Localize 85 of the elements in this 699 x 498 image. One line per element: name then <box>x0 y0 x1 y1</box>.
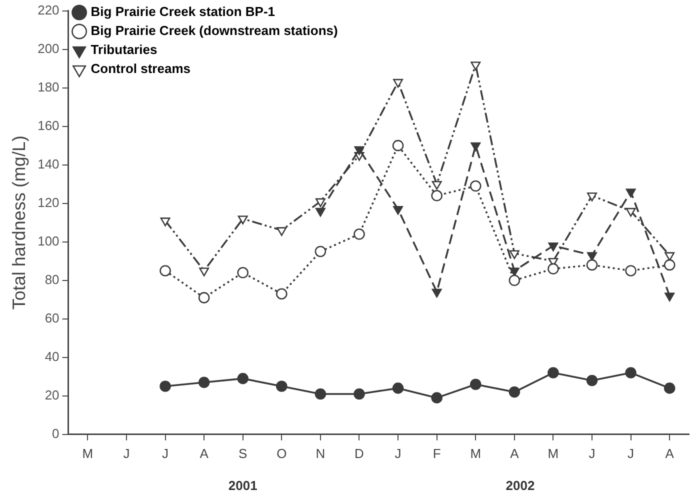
point <box>160 265 171 276</box>
point <box>392 140 404 152</box>
point <box>625 367 636 378</box>
legend-label: Big Prairie Creek (downstream stations) <box>90 23 338 38</box>
y-tick-label: 100 <box>38 233 60 248</box>
x-tick-label: M <box>82 446 94 461</box>
point <box>431 190 442 202</box>
point <box>470 62 481 70</box>
y-tick-label: 0 <box>52 426 60 441</box>
point <box>354 228 365 240</box>
point <box>432 180 442 190</box>
y-tick-label: 20 <box>44 387 60 402</box>
point <box>160 218 170 226</box>
point <box>508 386 520 398</box>
point <box>625 265 636 276</box>
y-tick-label: 160 <box>38 118 60 133</box>
point <box>314 246 326 258</box>
point <box>160 380 171 392</box>
x-tick-label: J <box>628 446 634 461</box>
x-tick-label: J <box>123 446 130 461</box>
y-tick-label: 200 <box>38 40 60 56</box>
x-tick-label: D <box>354 446 364 461</box>
point <box>664 252 675 261</box>
point <box>586 259 598 271</box>
point <box>508 274 520 286</box>
x-tick-label: M <box>548 446 559 461</box>
x-tick-label: J <box>588 446 596 461</box>
point <box>509 250 520 260</box>
point <box>276 227 287 236</box>
y-tick-label: 80 <box>44 272 60 287</box>
point <box>470 180 482 192</box>
point <box>470 142 481 152</box>
x-tick-label: A <box>510 446 520 461</box>
x-tick-label: S <box>238 446 248 461</box>
point <box>314 388 326 400</box>
x-tick-label: N <box>316 446 326 461</box>
point <box>587 192 597 202</box>
legend-label: Big Prairie Creek station BP-1 <box>90 4 276 20</box>
point <box>509 268 520 276</box>
point <box>354 146 364 156</box>
point <box>276 288 288 300</box>
point <box>393 78 404 88</box>
x-tick-label: F <box>432 446 441 461</box>
point <box>393 206 404 215</box>
point <box>586 374 598 386</box>
x-tick-label: J <box>162 446 169 461</box>
point <box>315 198 326 208</box>
x-tick-label: J <box>394 446 402 461</box>
point <box>664 292 675 302</box>
y-tick-label: 60 <box>44 310 60 326</box>
point <box>470 378 482 390</box>
y-tick-label: 40 <box>44 348 60 364</box>
point <box>276 380 288 392</box>
point <box>238 216 248 224</box>
point <box>548 367 559 378</box>
point <box>587 252 597 261</box>
point <box>626 188 636 198</box>
point <box>237 267 249 278</box>
point <box>626 208 636 217</box>
y-tick-label: 220 <box>38 2 60 18</box>
point <box>354 388 365 400</box>
y-tick-label: 180 <box>38 79 60 94</box>
point <box>315 208 326 217</box>
x-tick-label: A <box>200 446 209 461</box>
point <box>237 372 249 384</box>
legend-label: Tributaries <box>90 42 158 58</box>
text: 2001 <box>228 478 258 493</box>
text: 2002 <box>506 478 535 493</box>
y-axis-title: Total hardness (mg/L) <box>8 136 29 310</box>
point <box>198 376 210 388</box>
point <box>432 288 442 298</box>
point <box>548 242 558 252</box>
point <box>664 382 676 394</box>
point <box>392 382 404 394</box>
x-tick-label: A <box>665 446 674 461</box>
point <box>431 392 442 404</box>
point <box>198 292 210 304</box>
x-tick-label: O <box>276 446 287 461</box>
point <box>548 263 559 274</box>
y-tick-label: 140 <box>38 156 60 172</box>
legend-label: Control streams <box>90 61 190 76</box>
point <box>199 268 210 276</box>
x-tick-label: M <box>470 446 482 461</box>
y-tick-label: 120 <box>38 194 60 210</box>
point <box>664 259 676 271</box>
